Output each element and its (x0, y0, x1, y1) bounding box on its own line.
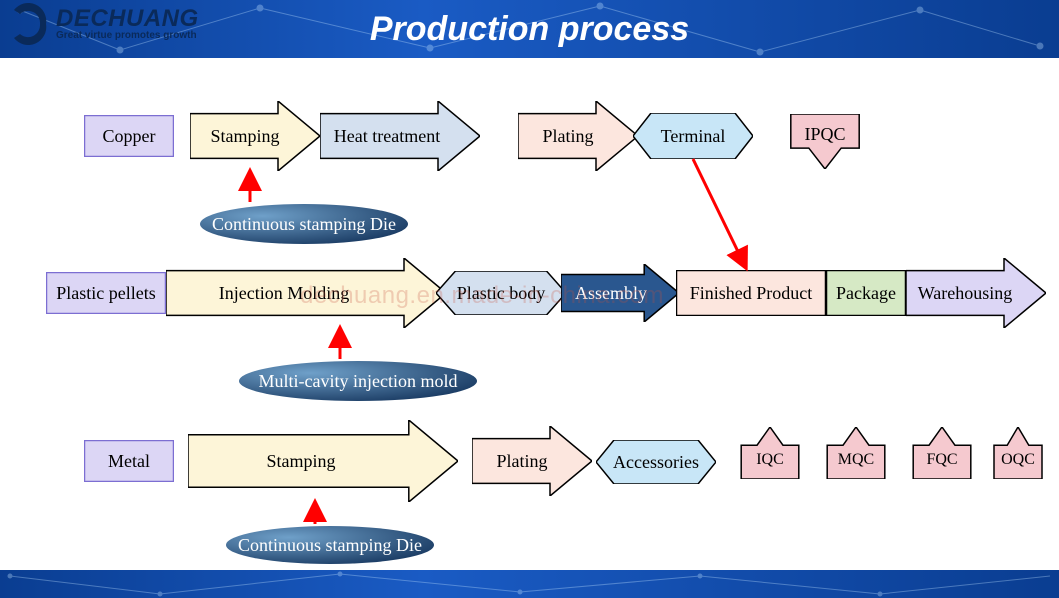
header-banner: DECHUANG Great virtue promotes growth Pr… (0, 0, 1059, 58)
node-label: Continuous stamping Die (212, 214, 396, 235)
node-label: Warehousing (918, 283, 1013, 304)
node-package: Package (826, 270, 906, 316)
node-label: Continuous stamping Die (238, 535, 422, 556)
node-plating2: Plating (472, 426, 592, 496)
node-heat: Heat treatment (320, 101, 480, 171)
node-label: Plastic pellets (56, 283, 155, 304)
node-label: Heat treatment (334, 126, 440, 147)
node-label: Stamping (210, 126, 279, 147)
node-label: IQC (756, 451, 784, 469)
node-ipqc: IPQC (780, 114, 870, 169)
node-label: MQC (838, 451, 874, 469)
node-metal: Metal (84, 440, 174, 482)
node-fqc: FQC (906, 427, 978, 479)
node-copper: Copper (84, 115, 174, 157)
node-oqc: OQC (988, 427, 1048, 479)
network-bg-icon (0, 570, 1059, 598)
node-label: Package (836, 283, 896, 304)
node-die1: Continuous stamping Die (199, 203, 409, 245)
watermark-text: dechuang.en.made-in-china.com (300, 282, 664, 310)
node-iqc: IQC (734, 427, 806, 479)
page-title: Production process (0, 0, 1059, 58)
node-warehouse: Warehousing (906, 258, 1046, 328)
node-finished: Finished Product (676, 270, 826, 316)
node-mqc: MQC (820, 427, 892, 479)
node-label: IPQC (804, 124, 845, 145)
node-label: Plating (496, 451, 547, 472)
node-label: Accessories (613, 452, 699, 473)
node-label: FQC (926, 451, 957, 469)
node-label: Stamping (266, 451, 335, 472)
node-label: Multi-cavity injection mold (259, 371, 458, 392)
node-label: OQC (1001, 451, 1035, 469)
node-die3: Continuous stamping Die (225, 525, 435, 565)
node-plating1: Plating (518, 101, 638, 171)
node-stamp2: Stamping (188, 420, 458, 502)
node-terminal: Terminal (633, 113, 753, 159)
node-access: Accessories (596, 440, 716, 484)
connector-r4 (693, 159, 745, 266)
node-label: Terminal (661, 126, 726, 147)
footer-banner (0, 570, 1059, 598)
node-label: Metal (108, 451, 150, 472)
node-label: Finished Product (690, 283, 813, 304)
node-label: Copper (103, 126, 156, 147)
node-die2: Multi-cavity injection mold (238, 360, 478, 402)
node-label: Plating (542, 126, 593, 147)
node-pellets: Plastic pellets (46, 272, 166, 314)
node-stamp1: Stamping (190, 101, 320, 171)
